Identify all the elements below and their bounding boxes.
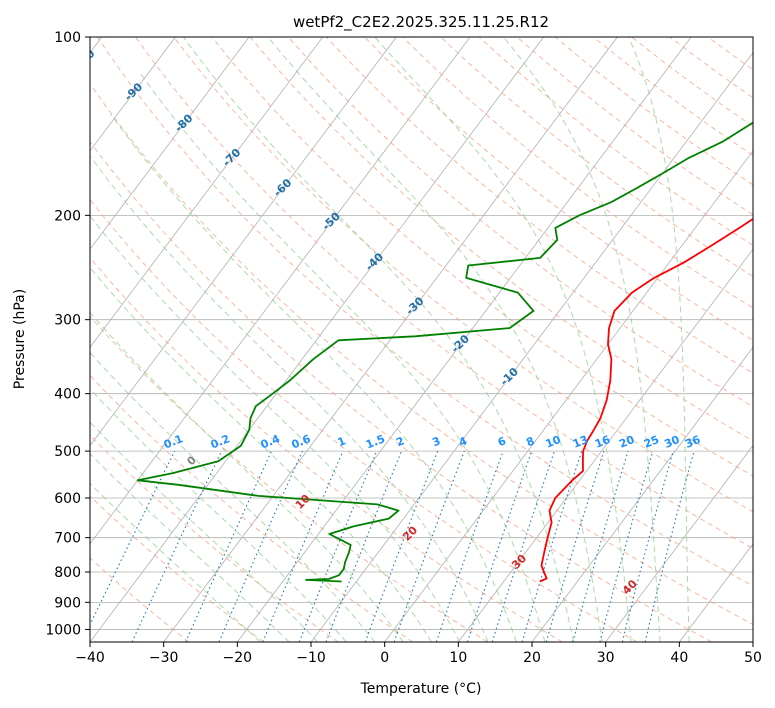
dry-adiabat bbox=[90, 83, 753, 625]
x-tick-label: −20 bbox=[223, 650, 253, 666]
moist-adiabat bbox=[90, 421, 319, 642]
dry-adiabat bbox=[90, 257, 563, 642]
mixing-ratio-line bbox=[491, 450, 555, 642]
moist-adiabat bbox=[374, 37, 632, 642]
y-tick-label: 900 bbox=[54, 595, 81, 611]
moist-adiabat bbox=[182, 37, 575, 642]
y-tick-label: 1000 bbox=[45, 622, 81, 638]
isotherm-line bbox=[531, 346, 753, 642]
dry-adiabat bbox=[287, 37, 753, 408]
mixing-ratio-line bbox=[90, 450, 176, 627]
dewpoint-profile-line bbox=[136, 121, 753, 583]
dry-adiabat bbox=[90, 374, 414, 642]
moist-adiabat bbox=[503, 37, 661, 642]
dry-adiabat bbox=[402, 37, 753, 309]
isotherm-line bbox=[384, 150, 753, 642]
isotherm-line bbox=[163, 37, 618, 642]
x-tick-label: 30 bbox=[597, 650, 615, 666]
moist-adiabat bbox=[90, 311, 404, 642]
x-tick-label: 10 bbox=[449, 650, 467, 666]
y-tick-label: 300 bbox=[54, 313, 81, 329]
mixing-ratio-label: 8 bbox=[524, 434, 536, 449]
mixing-ratio-line bbox=[325, 450, 403, 642]
x-tick-label: −30 bbox=[149, 650, 179, 666]
mixing-ratio-label: 2 bbox=[394, 434, 406, 449]
x-axis-label: Temperature (°C) bbox=[360, 681, 482, 697]
y-tick-label: 500 bbox=[54, 444, 81, 460]
moist-adiabat bbox=[90, 155, 489, 642]
mixing-ratio-label: 10 bbox=[544, 433, 563, 451]
chart-title: wetPf2_C2E2.2025.325.11.25.R12 bbox=[293, 13, 549, 32]
mixing-ratio-label: 1 bbox=[336, 434, 348, 449]
dry-adiabat bbox=[90, 198, 638, 642]
moist-adiabat bbox=[90, 266, 432, 642]
moist-adiabat bbox=[110, 113, 517, 642]
y-tick-label: 400 bbox=[54, 387, 81, 403]
mixing-ratio-label: 3 bbox=[430, 434, 442, 449]
dry-adiabat bbox=[364, 37, 753, 341]
isotherm-line bbox=[90, 37, 397, 447]
isotherm-line bbox=[90, 37, 545, 642]
isotherm-line bbox=[458, 248, 753, 642]
isotherm-line bbox=[237, 37, 692, 642]
moist-adiabat bbox=[90, 388, 347, 642]
isotherm-line bbox=[90, 37, 176, 152]
mixing-ratio-line bbox=[545, 450, 605, 642]
x-tick-label: −40 bbox=[75, 650, 105, 666]
mixing-ratio-label: 25 bbox=[642, 433, 661, 451]
isotherm-line bbox=[605, 444, 753, 642]
moist-adiabat bbox=[90, 482, 261, 642]
y-tick-label: 800 bbox=[54, 565, 81, 581]
temperature-profile-line bbox=[539, 217, 753, 583]
plot-frame bbox=[89, 36, 754, 643]
mixing-ratio-label: 20 bbox=[617, 433, 636, 451]
isotherm-line bbox=[90, 37, 324, 348]
x-tick-label: 0 bbox=[380, 650, 389, 666]
dry-adiabat bbox=[173, 37, 753, 513]
moist-adiabat bbox=[90, 351, 376, 642]
y-tick-label: 700 bbox=[54, 531, 81, 547]
x-tick-label: 40 bbox=[670, 650, 688, 666]
dry-adiabat bbox=[135, 37, 753, 550]
dry-adiabat bbox=[96, 37, 753, 587]
mixing-ratio-line bbox=[364, 450, 439, 642]
moist-adiabat bbox=[267, 37, 603, 642]
dry-adiabat bbox=[90, 557, 190, 642]
mixing-ratio-line bbox=[466, 450, 533, 642]
dry-adiabat bbox=[90, 140, 712, 642]
mixing-ratio-line bbox=[572, 450, 629, 642]
y-tick-label: 200 bbox=[54, 208, 81, 224]
y-tick-label: 100 bbox=[54, 30, 81, 46]
mixing-ratio-label: 16 bbox=[593, 433, 612, 451]
mixing-ratio-line bbox=[131, 450, 223, 642]
mixing-ratio-label: 36 bbox=[683, 433, 702, 451]
mixing-ratio-line bbox=[521, 450, 583, 642]
mixing-ratio-label: 13 bbox=[571, 433, 590, 451]
moist-adiabat bbox=[628, 37, 690, 642]
isotherm-line bbox=[90, 37, 250, 250]
moist-adiabat bbox=[90, 215, 461, 642]
isotherm-line bbox=[90, 37, 471, 545]
x-tick-label: −10 bbox=[296, 650, 326, 666]
y-tick-label: 600 bbox=[54, 491, 81, 507]
moist-adiabat bbox=[139, 72, 546, 642]
mixing-ratio-label: 30 bbox=[662, 433, 681, 451]
x-tick-label: 50 bbox=[744, 650, 762, 666]
isotherm-line bbox=[310, 51, 753, 642]
x-tick-label: 20 bbox=[523, 650, 541, 666]
y-axis-label: Pressure (hPa) bbox=[12, 289, 28, 389]
dry-adiabat bbox=[211, 37, 753, 477]
